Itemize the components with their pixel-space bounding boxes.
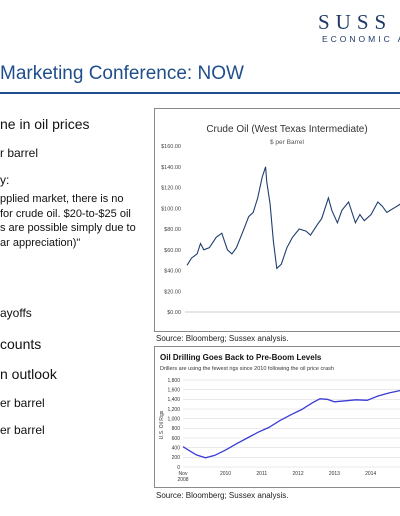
title-divider [0,92,400,94]
y-tick-label: 1,000 [167,417,180,423]
grid-lines [183,379,400,468]
y-tick-label: 200 [172,455,181,461]
chart1-source: Source: Bloomberg; Sussex analysis. [156,334,289,343]
slide-title: Marketing Conference: NOW [0,63,244,84]
x-axis: Nov 2008 2010 2011 2012 2013 2014 [177,471,376,483]
y-tick-label: $40.00 [164,269,181,275]
chart-subtitle: Drillers are using the fewest rigs since… [160,366,334,372]
y-tick-label: 1,400 [167,397,180,403]
logo-wordmark: SUSS [318,10,393,34]
bullet-layoffs: ayoffs [0,306,32,320]
y-tick-label: $80.00 [164,227,181,233]
chart2-source: Source: Bloomberg; Sussex analysis. [156,491,289,500]
x-tick-label: 2012 [293,471,304,477]
y-axis-label: U.S. Oil Rigs [159,410,165,439]
y-axis: 0 200 400 600 800 1,000 1,200 1,400 1,600 1,800 [167,378,180,471]
x-tick-label: 2013 [329,471,340,477]
crude-oil-chart-panel: Crude Oil (West Texas Intermediate) $ pe… [154,108,400,332]
y-tick-label: $120.00 [161,186,181,192]
y-tick-label: 1,600 [167,388,180,394]
logo-subtitle: ECONOMIC A [322,34,400,44]
series-line-rigs [182,389,400,459]
bullet-per-barrel-2: er barrel [0,396,45,410]
chart-title: Crude Oil (West Texas Intermediate) [206,124,367,135]
bullet-per-barrel: r barrel [0,146,39,160]
y-tick-label: 400 [172,446,181,452]
y-tick-label: $140.00 [161,165,181,171]
y-tick-label: 1,200 [167,407,180,413]
bullet-quote-intro: y: [0,173,10,187]
crude-oil-chart: Crude Oil (West Texas Intermediate) $ pe… [161,124,400,316]
y-tick-label: 1,800 [167,378,180,384]
bullet-per-barrel-3: er barrel [0,423,45,437]
bullet-oil-prices: ne in oil prices [0,116,90,132]
y-tick-label: $100.00 [161,206,181,212]
chart-subtitle: $ per Barrel [270,139,305,146]
y-tick-label: $0.00 [167,310,181,316]
oil-rig-chart-panel: Oil Drilling Goes Back to Pre-Boom Level… [154,346,400,488]
y-axis: $0.00 $20.00 $40.00 $60.00 $80.00 $100.00 $120… [161,144,181,316]
series-line-wti [186,166,400,270]
x-tick-label: 2011 [256,471,267,477]
bullet-quote: pplied market, there is no for crude oil… [0,193,136,249]
y-tick-label: $160.00 [161,144,181,150]
x-tick-label: Nov 2008 [177,471,188,483]
y-tick-label: $60.00 [164,248,181,254]
x-tick-label: 2014 [365,471,376,477]
bullet-column: ne in oil prices r barrel y: pplied mark… [0,0,150,516]
bullet-counts: counts [0,336,42,352]
sussex-logo: SUSS ECONOMIC A [310,10,400,50]
x-tick-label: 2010 [220,471,231,477]
y-tick-label: 800 [172,426,181,432]
y-tick-label: $20.00 [164,289,181,295]
oil-rig-chart: Oil Drilling Goes Back to Pre-Boom Level… [159,353,400,483]
y-tick-label: 600 [172,436,181,442]
chart-title: Oil Drilling Goes Back to Pre-Boom Level… [160,353,322,362]
bullet-outlook: n outlook [0,366,57,382]
y-tick-label: 0 [177,465,180,471]
